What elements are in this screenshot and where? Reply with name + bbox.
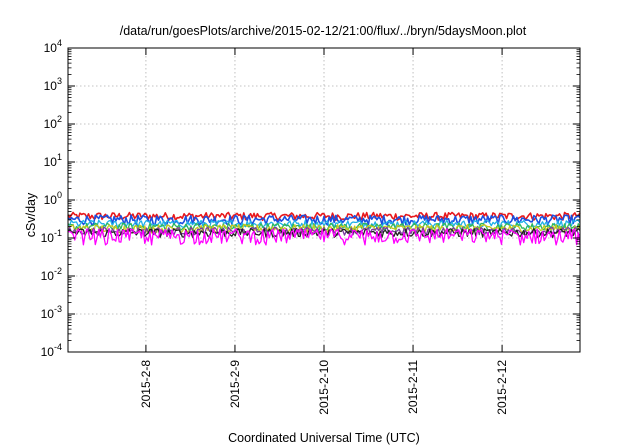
y-tick-label: 100 <box>44 190 62 207</box>
y-tick-label: 10-3 <box>41 304 62 321</box>
grid-lines <box>68 47 580 353</box>
data-series <box>67 211 581 246</box>
y-tick-label: 101 <box>44 152 62 169</box>
x-tick-label: 2015-2-10 <box>317 360 331 415</box>
y-tick-label: 10-4 <box>41 342 62 359</box>
x-tick-label: 2015-2-8 <box>139 360 153 408</box>
x-axis-ticks: 2015-2-8 2015-2-9 2015-2-10 2015-2-11 2015-2… <box>139 48 509 415</box>
x-tick-label: 2015-2-9 <box>228 360 242 408</box>
series-line <box>68 228 581 246</box>
y-tick-label: 102 <box>44 114 62 131</box>
x-tick-label: 2015-2-11 <box>406 360 420 414</box>
series-line <box>67 223 581 234</box>
y-tick-label: 10-2 <box>41 266 62 283</box>
y-tick-label: 104 <box>44 38 62 55</box>
y-axis-ticks: 10-4 10-3 10-2 10-1 100 101 102 103 104 <box>41 38 580 359</box>
y-tick-label: 10-1 <box>41 228 62 245</box>
chart-title: /data/run/goesPlots/archive/2015-02-12/2… <box>120 24 527 38</box>
x-tick-label: 2015-2-12 <box>495 360 509 415</box>
y-tick-label: 103 <box>44 76 62 93</box>
x-axis-label: Coordinated Universal Time (UTC) <box>228 431 420 445</box>
y-axis-label: cSv/day <box>24 192 38 237</box>
series-line <box>67 211 581 222</box>
